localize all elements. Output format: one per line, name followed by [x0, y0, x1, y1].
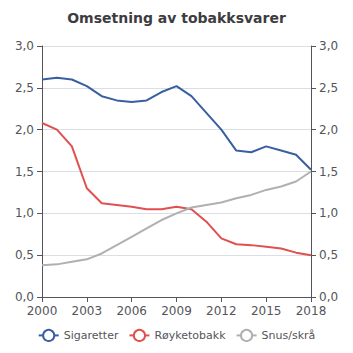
svg-text:1,5: 1,5 — [319, 165, 338, 179]
svg-text:1,0: 1,0 — [319, 206, 338, 220]
svg-text:0,0: 0,0 — [319, 290, 338, 304]
svg-text:0,5: 0,5 — [15, 248, 34, 262]
svg-text:3,0: 3,0 — [319, 39, 338, 53]
svg-text:2012: 2012 — [206, 304, 237, 318]
svg-text:2,5: 2,5 — [15, 81, 34, 95]
svg-text:Omsetning av tobakksvarer: Omsetning av tobakksvarer — [67, 10, 286, 26]
svg-text:Røyketobakk: Røyketobakk — [154, 329, 226, 342]
svg-text:1,0: 1,0 — [15, 206, 34, 220]
svg-text:2009: 2009 — [161, 304, 192, 318]
svg-text:0,0: 0,0 — [15, 290, 34, 304]
svg-text:2006: 2006 — [116, 304, 147, 318]
svg-text:2000: 2000 — [27, 304, 58, 318]
svg-text:1,5: 1,5 — [15, 165, 34, 179]
svg-text:0,5: 0,5 — [319, 248, 338, 262]
svg-text:3,0: 3,0 — [15, 39, 34, 53]
svg-text:2,0: 2,0 — [319, 123, 338, 137]
svg-text:Sigaretter: Sigaretter — [64, 329, 119, 342]
svg-text:2018: 2018 — [296, 304, 327, 318]
svg-text:Snus/skrå: Snus/skrå — [262, 329, 316, 342]
svg-text:2015: 2015 — [251, 304, 282, 318]
svg-text:2,5: 2,5 — [319, 81, 338, 95]
svg-text:2,0: 2,0 — [15, 123, 34, 137]
svg-text:2003: 2003 — [72, 304, 103, 318]
